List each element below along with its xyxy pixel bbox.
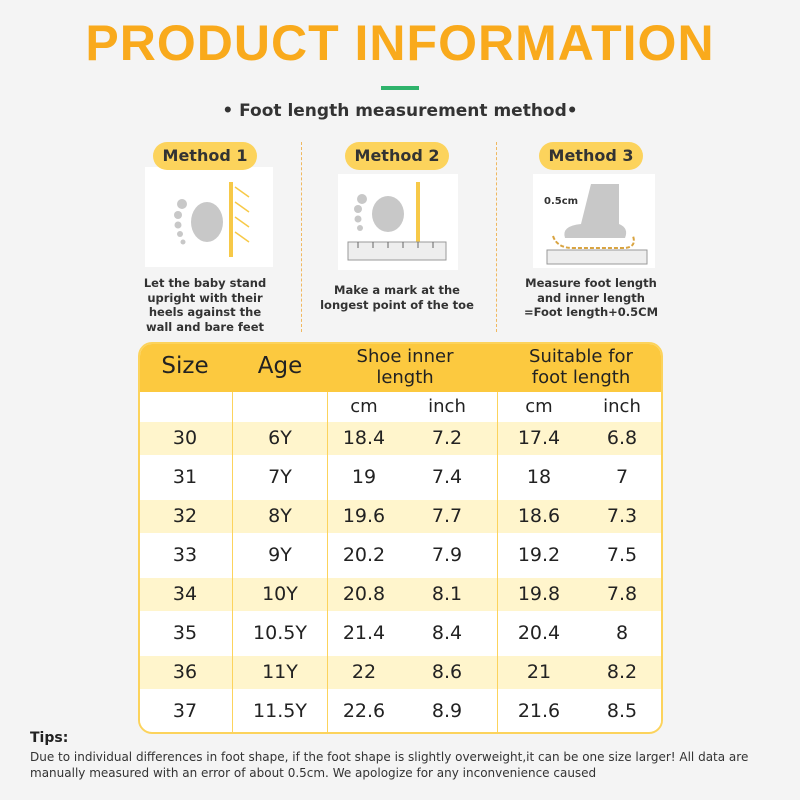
row-bg (140, 500, 661, 533)
table-cell: 19.2 (517, 544, 561, 566)
table-cell: 18.4 (342, 427, 386, 449)
table-cell: 19 (351, 466, 377, 488)
method-badge: Method 3 (539, 142, 643, 170)
subtitle: • Foot length measurement method• (222, 101, 578, 121)
row-bg (140, 578, 661, 611)
subheader-cell: cm (350, 396, 378, 417)
table-cell: 7.2 (431, 427, 463, 449)
table-cell: 9Y (268, 544, 292, 566)
header-cell: Age (257, 353, 303, 379)
table-cell: 22.6 (342, 700, 386, 722)
table-cell: 17.4 (517, 427, 561, 449)
column-line (232, 392, 233, 732)
header-cell: Shoe inner (356, 346, 454, 367)
table-cell: 20.8 (342, 583, 386, 605)
table-cell: 7.5 (606, 544, 638, 566)
table-cell: 7.4 (431, 466, 463, 488)
image-label: 0.5cm (544, 196, 578, 207)
table-cell: 7Y (268, 466, 292, 488)
table-cell: 30 (172, 427, 198, 449)
table-cell: 7.9 (431, 544, 463, 566)
method-image: 0.5cm (533, 174, 655, 268)
table-cell: 18 (526, 466, 552, 488)
method-text: Make a mark at the (334, 283, 460, 297)
table-cell: 6.8 (606, 427, 638, 449)
header-cell: Suitable for (529, 346, 633, 367)
method-image (145, 167, 273, 267)
method-text: and inner length (537, 290, 645, 305)
table-cell: 6Y (268, 427, 292, 449)
method-badge: Method 1 (153, 142, 257, 170)
table-header-bg (140, 344, 661, 392)
table-cell: 8Y (268, 505, 292, 527)
size-table: Size Age Shoe inner length Suitable for foot … (138, 342, 663, 734)
table-cell: 31 (172, 466, 198, 488)
table-cell: 8.2 (606, 661, 638, 683)
tips-title: Tips: (30, 730, 69, 746)
row-bg (140, 695, 661, 728)
method-text: upright with their (147, 290, 263, 305)
row-bg (140, 461, 661, 494)
table-cell: 8 (615, 622, 629, 644)
subheader-cell: inch (603, 396, 641, 417)
method-text: Let the baby stand (143, 276, 267, 290)
table-cell: 8.1 (431, 583, 463, 605)
tips-text: manually measured with an error of about… (30, 766, 597, 780)
table-cell: 7.7 (431, 505, 463, 527)
tips-text: Due to individual differences in foot sh… (30, 750, 749, 764)
separator (496, 142, 497, 332)
table-cell: 20.2 (342, 544, 386, 566)
table-cell: 21 (526, 661, 552, 683)
row-bg (140, 539, 661, 572)
table-cell: 20.4 (517, 622, 561, 644)
column-line (327, 392, 328, 732)
table-cell: 7 (615, 466, 629, 488)
method-text: heels against the (148, 305, 262, 319)
title: PRODUCT INFORMATION (85, 15, 715, 71)
table-cell: 37 (172, 700, 198, 722)
method-text: wall and bare feet (145, 319, 265, 334)
method-text: =Foot length+0.5CM (523, 305, 659, 319)
table-cell: 10Y (262, 583, 298, 605)
separator (301, 142, 302, 332)
table-cell: 19.8 (517, 583, 561, 605)
table-cell: 18.6 (517, 505, 561, 527)
table-cell: 33 (172, 544, 198, 566)
header-cell: Size (161, 353, 209, 379)
table-cell: 36 (172, 661, 198, 683)
table-cell: 8.9 (431, 700, 463, 722)
table-cell: 8.5 (606, 700, 638, 722)
header-cell: foot length (531, 367, 631, 388)
subheader-cell: inch (428, 396, 466, 417)
table-cell: 21.6 (517, 700, 561, 722)
row-bg (140, 422, 661, 455)
table-cell: 19.6 (342, 505, 386, 527)
column-line (497, 392, 498, 732)
table-cell: 8.6 (431, 661, 463, 683)
table-cell: 22 (351, 661, 377, 683)
divider (381, 86, 419, 90)
table-cell: 11Y (262, 661, 298, 683)
table-cell: 11.5Y (253, 700, 307, 722)
table-cell: 7.3 (606, 505, 638, 527)
table-cell: 7.8 (606, 583, 638, 605)
row-bg (140, 656, 661, 689)
row-bg (140, 617, 661, 650)
table-cell: 10.5Y (253, 622, 307, 644)
table-cell: 35 (172, 622, 198, 644)
subheader-cell: cm (525, 396, 553, 417)
header-cell: length (376, 367, 434, 388)
method-text: longest point of the toe (320, 297, 474, 312)
table-cell: 21.4 (342, 622, 386, 644)
table-cell: 32 (172, 505, 198, 527)
method-text: Measure foot length (525, 276, 657, 290)
method-badge: Method 2 (345, 142, 449, 170)
table-cell: 8.4 (431, 622, 463, 644)
table-cell: 34 (172, 583, 198, 605)
method-image (338, 174, 458, 270)
